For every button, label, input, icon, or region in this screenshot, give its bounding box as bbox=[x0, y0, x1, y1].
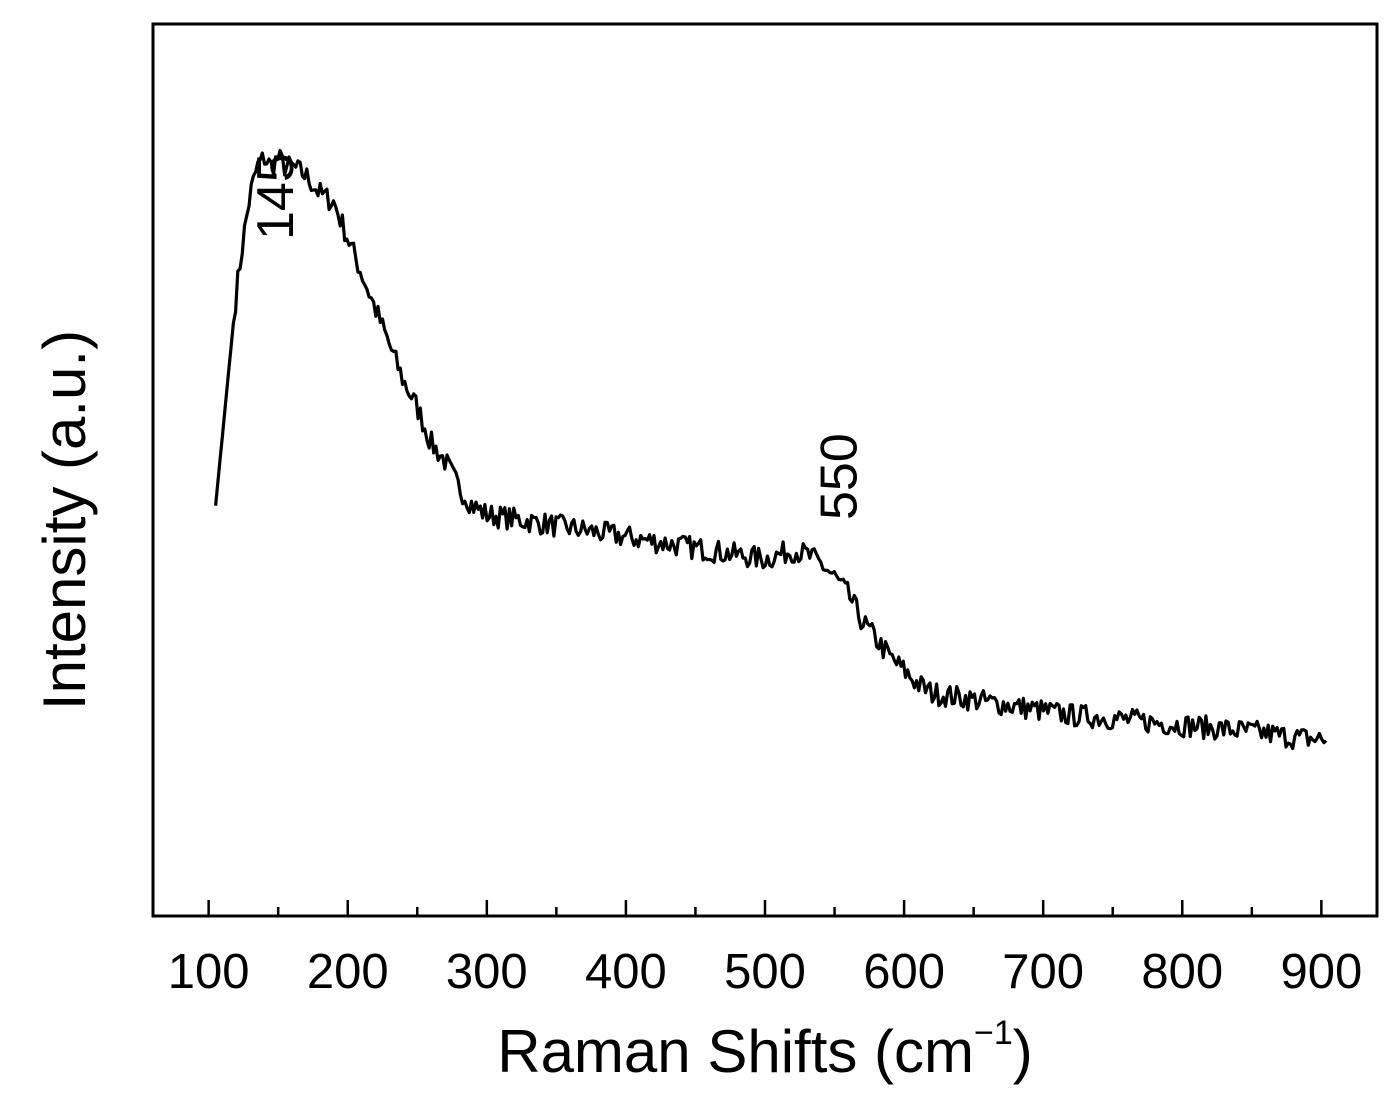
x-tick-label: 500 bbox=[724, 945, 806, 999]
x-tick-label: 100 bbox=[168, 945, 250, 999]
plot-frame bbox=[151, 22, 1379, 918]
x-tick-label: 300 bbox=[446, 945, 528, 999]
x-tick-label: 700 bbox=[1002, 945, 1084, 999]
y-axis-title: Intensity (a.u.) bbox=[31, 330, 98, 710]
x-tick-label: 400 bbox=[585, 945, 667, 999]
x-tick-label: 200 bbox=[307, 945, 389, 999]
x-tick-label: 800 bbox=[1141, 945, 1223, 999]
x-ticks bbox=[207, 900, 1323, 916]
x-tick-label: 600 bbox=[863, 945, 945, 999]
x-tick-label: 900 bbox=[1280, 945, 1362, 999]
x-tick-labels: 100 200 300 400 500 600 700 800 900 bbox=[168, 945, 1362, 999]
x-axis-title: Raman Shifts (cm−1) bbox=[497, 1014, 1033, 1085]
peak-label-145: 145 bbox=[247, 153, 305, 240]
peak-label-550: 550 bbox=[811, 433, 869, 520]
spectrum-line bbox=[214, 148, 1328, 751]
